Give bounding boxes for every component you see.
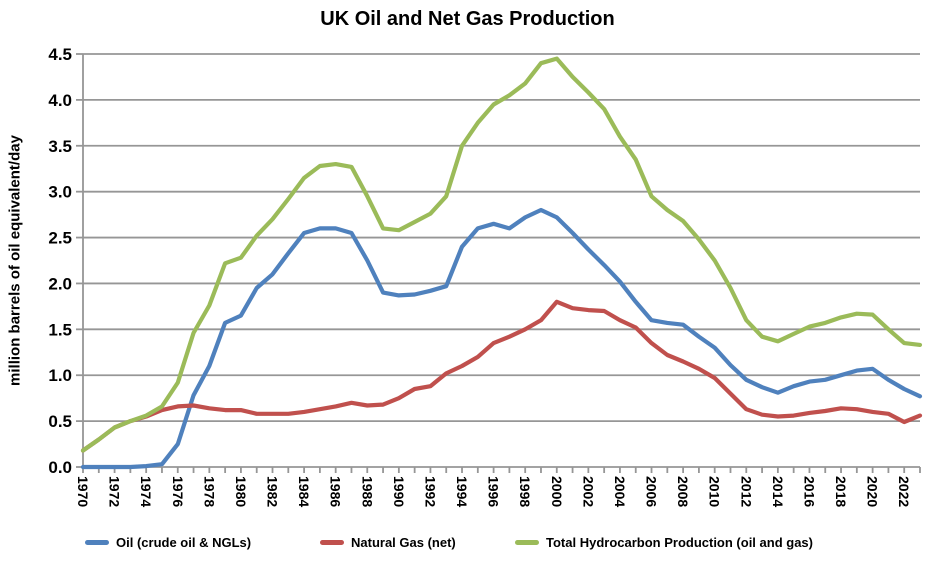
x-tick-label: 2012 [738, 476, 754, 507]
x-tick-label: 1994 [454, 476, 470, 507]
legend-item-1: Natural Gas (net) [320, 532, 456, 552]
x-tick-label: 1970 [75, 476, 91, 507]
legend-line-swatch [515, 539, 539, 545]
x-tick-label: 1986 [328, 476, 344, 507]
x-tick-label: 2002 [580, 476, 596, 507]
x-tick-label: 2000 [549, 476, 565, 507]
legend: Oil (crude oil & NGLs) Natural Gas (net) T… [0, 532, 935, 556]
x-tick-label: 2022 [896, 476, 912, 507]
chart-title: UK Oil and Net Gas Production [320, 8, 615, 30]
x-tick-label: 2008 [675, 476, 691, 507]
x-tick-label: 1990 [391, 476, 407, 507]
x-tick-label: 2020 [865, 476, 881, 507]
legend-line-swatch [85, 539, 109, 545]
series-line-2 [80, 56, 923, 453]
x-tick-label: 2016 [801, 476, 817, 507]
x-tick-label: 1972 [107, 476, 123, 507]
x-tick-label: 1980 [233, 476, 249, 507]
y-tick-label: 0.0 [48, 458, 72, 477]
x-tick-label: 2010 [707, 476, 723, 507]
x-tick-label: 2006 [644, 476, 660, 507]
y-tick-label: 1.5 [48, 320, 72, 339]
x-tick-label: 1992 [422, 476, 438, 507]
x-tick-label: 1974 [138, 476, 154, 507]
y-tick-label: 2.5 [48, 229, 72, 248]
x-tick-label: 1984 [296, 476, 312, 507]
x-tick-label: 2004 [612, 476, 628, 507]
legend-label: Natural Gas (net) [351, 534, 456, 550]
y-tick-label: 4.5 [48, 45, 72, 64]
y-tick-label: 4.0 [48, 91, 72, 110]
x-tick-label: 1998 [517, 476, 533, 507]
x-tick-label: 1982 [265, 476, 281, 507]
x-tick-label: 2014 [770, 476, 786, 507]
x-tick-label: 1996 [486, 476, 502, 507]
series-line-0 [80, 207, 923, 470]
y-tick-label: 3.0 [48, 183, 72, 202]
legend-item-2: Total Hydrocarbon Production (oil and ga… [515, 532, 813, 552]
series-line-1 [80, 299, 923, 453]
y-tick-label: 0.5 [48, 412, 72, 431]
x-tick-label: 1988 [359, 476, 375, 507]
x-tick-label: 2018 [833, 476, 849, 507]
legend-item-0: Oil (crude oil & NGLs) [85, 532, 251, 552]
legend-label: Total Hydrocarbon Production (oil and ga… [546, 534, 813, 550]
y-tick-label: 1.0 [48, 366, 72, 385]
legend-label: Oil (crude oil & NGLs) [116, 534, 252, 550]
x-tick-label: 1978 [201, 476, 217, 507]
legend-line-swatch [320, 539, 344, 545]
y-tick-label: 2.0 [48, 274, 72, 293]
y-tick-label: 3.5 [48, 137, 72, 156]
x-tick-label: 1976 [170, 476, 186, 507]
